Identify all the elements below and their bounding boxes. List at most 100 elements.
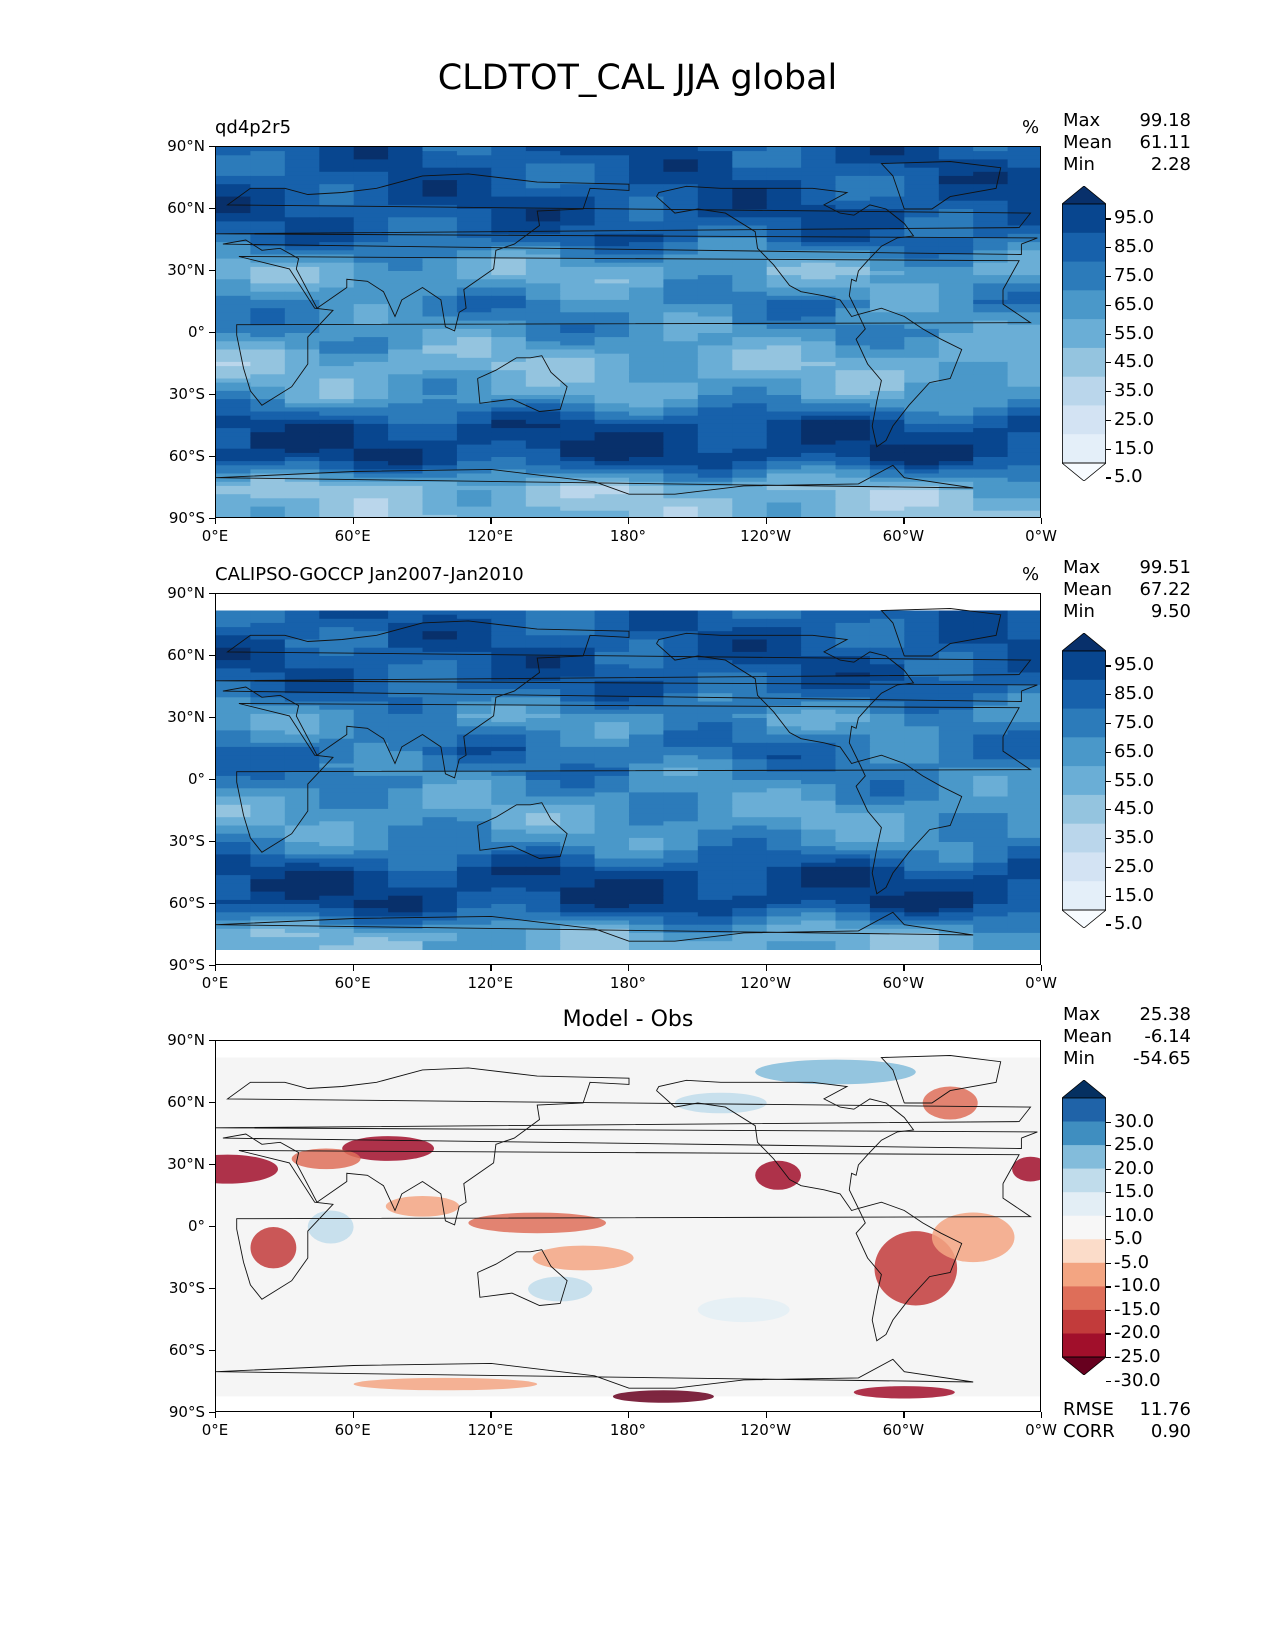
field-cell xyxy=(353,436,389,441)
field-cell xyxy=(456,842,492,847)
field-cell xyxy=(973,386,1009,392)
x-tick-label: 0°W xyxy=(1025,527,1057,545)
field-cell xyxy=(869,184,905,189)
field-cell xyxy=(422,804,458,810)
field-cell xyxy=(835,407,871,413)
field-cell xyxy=(697,225,733,231)
field-cell xyxy=(560,643,596,649)
field-cell xyxy=(766,647,802,653)
field-cell xyxy=(250,163,286,169)
field-cell xyxy=(594,854,630,860)
field-cell xyxy=(422,895,458,901)
field-cell xyxy=(1007,341,1040,346)
field-cell xyxy=(1007,502,1040,508)
field-cell xyxy=(353,304,389,309)
field-cell xyxy=(491,813,527,818)
field-cell xyxy=(973,622,1009,628)
field-cell xyxy=(250,697,286,702)
field-cell xyxy=(525,295,561,301)
field-cell xyxy=(353,722,389,727)
colorbar-swatch xyxy=(1062,1145,1106,1170)
field-cell xyxy=(697,254,733,260)
field-cell xyxy=(766,382,802,388)
field-cell xyxy=(801,705,837,711)
field-cell xyxy=(869,775,905,781)
field-cell xyxy=(697,382,733,388)
field-cell xyxy=(904,469,940,475)
field-cell xyxy=(629,920,664,926)
field-cell xyxy=(869,465,905,470)
field-cell xyxy=(319,423,355,429)
field-cell xyxy=(491,271,527,276)
field-cell xyxy=(869,361,905,367)
field-cell xyxy=(835,357,871,363)
field-cell xyxy=(388,945,424,950)
x-tick-mark xyxy=(628,1412,630,1418)
field-cell xyxy=(388,485,424,491)
field-cell xyxy=(422,697,458,702)
field-cell xyxy=(869,643,905,649)
field-cell xyxy=(801,651,837,657)
field-cell xyxy=(491,912,527,917)
field-cell xyxy=(353,155,389,160)
field-cell xyxy=(766,664,802,669)
field-cell xyxy=(732,784,768,789)
field-cell xyxy=(766,345,802,351)
x-tick-mark xyxy=(352,965,354,971)
field-cell xyxy=(353,299,389,305)
field-cell xyxy=(973,200,1009,206)
field-cell xyxy=(422,374,458,379)
field-cell xyxy=(629,171,664,177)
field-cell xyxy=(525,163,561,169)
field-cell xyxy=(594,403,630,408)
field-cell xyxy=(869,370,905,375)
field-cell xyxy=(697,879,733,884)
field-cell xyxy=(629,916,664,922)
field-cell xyxy=(732,407,768,413)
field-cell xyxy=(353,473,389,479)
field-cell xyxy=(353,366,389,371)
field-cell xyxy=(629,875,664,880)
field-cell xyxy=(525,403,561,408)
field-cell xyxy=(938,837,974,843)
field-cell xyxy=(456,693,492,698)
field-cell xyxy=(560,200,596,206)
field-cell xyxy=(594,751,630,756)
field-cell xyxy=(560,448,596,454)
field-cell xyxy=(1007,813,1040,818)
field-cell xyxy=(869,473,905,479)
field-cell xyxy=(938,378,974,384)
field-cell xyxy=(1007,250,1040,255)
colorbar-label: 15.0 xyxy=(1114,884,1155,906)
field-cell xyxy=(904,221,940,227)
field-cell xyxy=(629,192,664,198)
field-cell xyxy=(904,399,940,404)
field-cell xyxy=(525,734,561,740)
field-cell xyxy=(835,614,871,620)
field-cell xyxy=(973,804,1009,810)
field-cell xyxy=(353,498,389,503)
colorbar-label: 5.0 xyxy=(1114,1228,1143,1250)
field-cell xyxy=(629,870,664,876)
field-cell xyxy=(250,283,286,289)
field-cell xyxy=(663,643,699,649)
field-cell xyxy=(250,792,286,798)
field-cell xyxy=(904,730,940,736)
field-cell xyxy=(938,622,974,628)
field-cell xyxy=(1007,159,1040,165)
field-cell xyxy=(697,494,733,499)
field-cell xyxy=(835,308,871,313)
field-cell xyxy=(594,697,630,702)
field-cell xyxy=(732,813,768,818)
field-cell xyxy=(594,817,630,822)
field-cell xyxy=(388,498,424,503)
field-cell xyxy=(629,705,664,711)
field-cell xyxy=(938,684,974,690)
field-cell xyxy=(388,610,424,616)
coastlines xyxy=(216,1055,1038,1389)
field-cell xyxy=(353,399,389,404)
field-cell xyxy=(869,726,905,731)
field-cell xyxy=(525,854,561,860)
field-cell xyxy=(869,411,905,417)
field-cell xyxy=(594,370,630,375)
